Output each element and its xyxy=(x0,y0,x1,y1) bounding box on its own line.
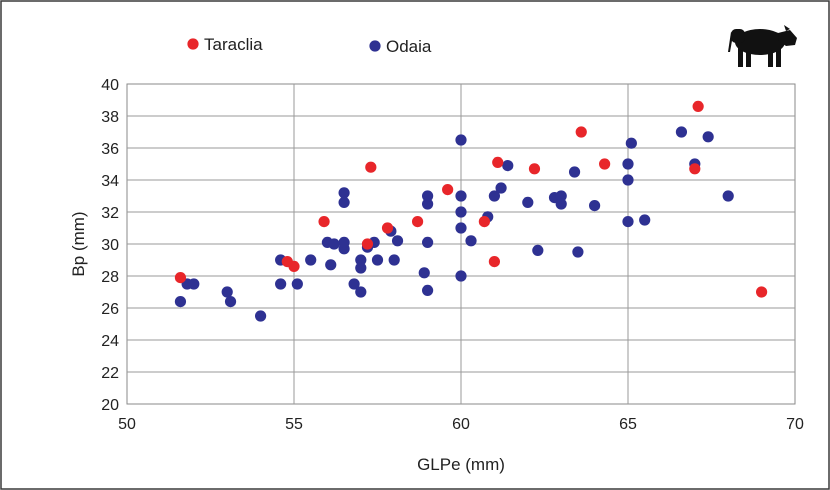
odaia-point xyxy=(555,198,567,210)
legend: Taraclia Odaia xyxy=(187,35,432,56)
odaia-point xyxy=(422,190,434,202)
taraclia-point xyxy=(528,163,541,175)
legend-marker-odaia xyxy=(369,40,381,52)
odaia-point xyxy=(355,254,367,266)
grid xyxy=(127,84,795,404)
x-tick-label: 60 xyxy=(452,416,470,433)
odaia-point xyxy=(325,259,337,271)
odaia-point xyxy=(371,254,384,266)
legend-marker-taraclia xyxy=(187,38,199,50)
y-axis-label: Bp (mm) xyxy=(69,211,88,276)
taraclia-point xyxy=(756,286,768,298)
y-tick-label: 20 xyxy=(101,397,119,414)
odaia-point xyxy=(422,198,434,210)
odaia-point xyxy=(174,296,187,308)
odaia-point xyxy=(589,200,601,212)
odaia-point xyxy=(625,137,637,149)
odaia-point xyxy=(555,190,567,202)
odaia-point xyxy=(355,262,367,274)
odaia-point xyxy=(291,278,303,290)
odaia-point xyxy=(305,254,317,266)
odaia-point xyxy=(338,196,350,208)
odaia-point xyxy=(455,134,467,146)
odaia-point xyxy=(568,166,581,178)
y-tick-label: 34 xyxy=(101,173,119,190)
taraclia-point xyxy=(488,256,500,268)
x-tick-label: 65 xyxy=(619,416,637,433)
odaia-point xyxy=(418,267,430,279)
odaia-point xyxy=(188,278,200,290)
odaia-point xyxy=(622,174,634,186)
taraclia-point xyxy=(361,238,374,250)
odaia-point xyxy=(675,126,688,138)
odaia-point xyxy=(422,236,434,248)
taraclia-point xyxy=(411,216,424,228)
cow-silhouette-icon xyxy=(728,25,797,67)
taraclia-point xyxy=(575,126,587,138)
taraclia-point xyxy=(442,184,454,196)
taraclia-point xyxy=(478,216,490,228)
odaia-point xyxy=(338,236,350,248)
odaia-point xyxy=(455,222,467,234)
odaia-point xyxy=(275,278,287,290)
odaia-point xyxy=(224,296,237,308)
legend-label-odaia: Odaia xyxy=(386,37,432,56)
odaia-point xyxy=(455,270,467,282)
odaia-point xyxy=(355,286,367,298)
odaia-point xyxy=(255,310,267,322)
taraclia-point xyxy=(689,163,701,175)
taraclia-point xyxy=(365,161,377,173)
x-tick-label: 50 xyxy=(118,416,136,433)
taraclia-point xyxy=(174,272,187,284)
y-tick-label: 36 xyxy=(101,141,119,158)
taraclia-point xyxy=(599,158,611,170)
odaia-point xyxy=(328,238,340,250)
odaia-point xyxy=(622,216,634,228)
data-points xyxy=(174,100,768,322)
odaia-point xyxy=(388,254,400,266)
odaia-point xyxy=(391,235,404,247)
odaia-point xyxy=(639,214,651,226)
y-tick-label: 22 xyxy=(101,365,119,382)
y-tick-label: 30 xyxy=(101,237,119,254)
odaia-point xyxy=(495,182,507,194)
odaia-point xyxy=(422,284,434,296)
legend-label-taraclia: Taraclia xyxy=(204,35,263,54)
odaia-point xyxy=(455,206,467,218)
x-tick-label: 70 xyxy=(786,416,804,433)
odaia-point xyxy=(488,190,500,202)
odaia-point xyxy=(338,187,350,199)
odaia-point xyxy=(455,190,467,202)
y-tick-label: 32 xyxy=(101,205,119,222)
tick-labels: 20 22 24 26 28 30 32 34 36 38 40 50 55 60 65 70 xyxy=(101,77,804,433)
odaia-point xyxy=(702,131,714,143)
odaia-point xyxy=(532,244,544,256)
odaia-point xyxy=(622,158,634,170)
taraclia-point xyxy=(288,260,300,272)
odaia-point xyxy=(572,246,584,258)
x-tick-label: 55 xyxy=(285,416,303,433)
y-tick-label: 26 xyxy=(101,301,119,318)
odaia-point xyxy=(348,278,360,290)
odaia-point xyxy=(722,190,734,202)
y-tick-label: 24 xyxy=(101,333,119,350)
y-tick-label: 38 xyxy=(101,109,119,126)
taraclia-point xyxy=(318,216,330,228)
taraclia-point xyxy=(492,156,504,168)
y-tick-label: 40 xyxy=(101,77,119,94)
x-axis-label: GLPe (mm) xyxy=(417,455,505,474)
y-tick-label: 28 xyxy=(101,269,119,286)
taraclia-point xyxy=(381,222,394,234)
odaia-point xyxy=(465,235,477,247)
odaia-point xyxy=(502,160,514,172)
odaia-point xyxy=(522,196,534,208)
taraclia-point xyxy=(692,100,704,112)
odaia-point xyxy=(221,286,233,298)
